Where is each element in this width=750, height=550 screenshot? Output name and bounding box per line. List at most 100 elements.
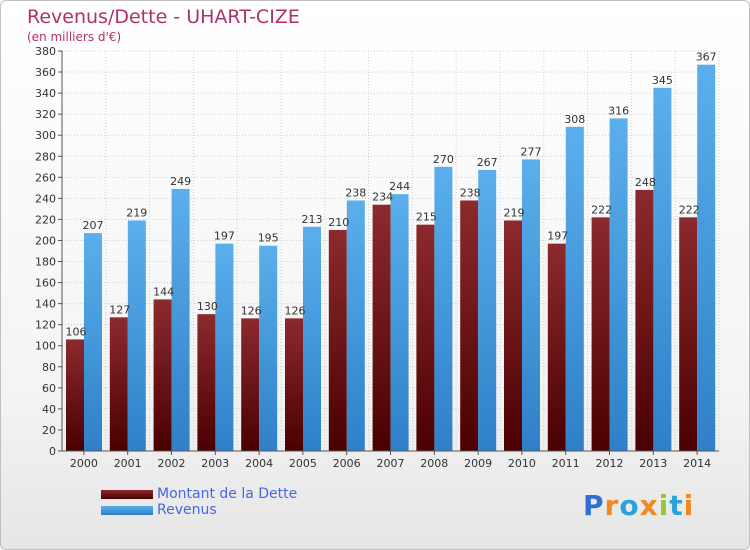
bar	[84, 233, 102, 451]
x-tick-label: 2006	[333, 457, 361, 470]
grid-lines	[61, 50, 720, 452]
y-tick-label: 20	[42, 424, 56, 437]
x-tick-label: 2008	[420, 457, 448, 470]
x-tick-label: 2003	[201, 457, 229, 470]
x-tick-label: 2009	[464, 457, 492, 470]
logo-letter: P	[583, 489, 605, 522]
data-label: 219	[126, 206, 147, 219]
y-tick-label: 80	[42, 361, 56, 374]
bar	[635, 189, 654, 451]
y-tick-label: 300	[35, 129, 56, 142]
y-tick-label: 240	[35, 192, 56, 205]
y-tick-label: 340	[35, 87, 56, 100]
x-tick-label: 2000	[70, 457, 98, 470]
logo-letter: i	[658, 489, 670, 522]
axes: 0 20 40 60 80 100 120 140 160 180 200 220 240 260 280 3…	[35, 45, 719, 470]
logo-letter: i	[683, 489, 695, 522]
data-label: 219	[504, 206, 525, 219]
data-labels: 106 207 127 219 144 249 130 197 126 195 126 213 210 2…	[66, 51, 717, 339]
data-label: 244	[389, 180, 410, 193]
data-label: 126	[285, 304, 306, 317]
y-tick-label: 140	[35, 298, 56, 311]
data-label: 267	[477, 156, 498, 169]
y-tick-label: 180	[35, 256, 56, 269]
bar	[609, 118, 628, 452]
x-tick-label: 2013	[639, 457, 667, 470]
data-label: 238	[345, 186, 366, 199]
x-tick-label: 2004	[245, 457, 273, 470]
data-label: 213	[302, 213, 323, 226]
bar	[565, 126, 584, 451]
data-label: 270	[433, 153, 454, 166]
bar	[504, 220, 522, 451]
data-label: 222	[591, 203, 612, 216]
logo-letter: t	[669, 489, 684, 522]
data-label: 106	[66, 325, 87, 338]
bar	[259, 245, 278, 451]
x-tick-label: 2011	[552, 457, 580, 470]
chart-subtitle: (en milliers d'€)	[27, 30, 122, 44]
data-label: 215	[416, 211, 437, 224]
y-tick-label: 380	[35, 45, 56, 58]
y-tick-label: 200	[35, 234, 56, 247]
data-label: 144	[153, 285, 174, 298]
bar	[372, 204, 391, 451]
data-label: 195	[258, 232, 279, 245]
bar	[697, 64, 716, 452]
bar	[591, 217, 610, 451]
bar	[303, 226, 321, 451]
bar	[460, 200, 479, 451]
data-label: 248	[635, 176, 656, 189]
data-label: 210	[328, 216, 349, 229]
bar	[197, 314, 216, 451]
data-label: 130	[197, 300, 218, 313]
x-tick-label: 2014	[683, 457, 711, 470]
y-tick-label: 360	[35, 66, 56, 79]
data-label: 126	[241, 304, 262, 317]
x-tick-label: 2010	[508, 457, 536, 470]
data-label: 234	[372, 191, 393, 204]
legend-swatch-dette	[101, 490, 153, 499]
legend-swatch-revenus	[101, 506, 153, 515]
bar	[547, 243, 566, 451]
y-tick-label: 260	[35, 171, 56, 184]
y-tick-label: 0	[49, 445, 56, 458]
x-tick-label: 2007	[377, 457, 405, 470]
bar-chart: 0 20 40 60 80 100 120 140 160 180 200 220 240 260 280 3…	[35, 45, 720, 470]
bar	[171, 188, 190, 452]
logo-letter: o	[619, 489, 640, 522]
bar	[109, 317, 128, 451]
bar	[66, 339, 84, 451]
bars	[66, 64, 716, 452]
data-label: 308	[564, 113, 585, 126]
data-label: 207	[83, 219, 104, 232]
bar	[153, 299, 172, 451]
legend-label-revenus: Revenus	[157, 502, 217, 518]
y-tick-label: 320	[35, 108, 56, 121]
data-label: 367	[696, 51, 717, 64]
x-tick-label: 2012	[596, 457, 624, 470]
bar	[285, 318, 303, 451]
y-tick-label: 40	[42, 403, 56, 416]
logo-letter: r	[604, 489, 620, 522]
data-label: 277	[521, 145, 542, 158]
data-label: 345	[652, 74, 673, 87]
bar	[127, 220, 146, 451]
logo-letter: x	[639, 489, 659, 522]
data-label: 238	[460, 186, 481, 199]
data-label: 197	[214, 230, 235, 243]
bar	[390, 194, 409, 451]
chart-title: Revenus/Dette - UHART-CIZE	[27, 6, 300, 28]
bar	[215, 243, 234, 451]
y-tick-label: 220	[35, 213, 56, 226]
bar	[241, 318, 260, 451]
bar	[416, 224, 435, 451]
x-tick-label: 2001	[114, 457, 142, 470]
y-tick-label: 160	[35, 277, 56, 290]
bar	[679, 217, 698, 451]
bar	[522, 159, 540, 451]
bar	[328, 229, 347, 451]
x-tick-label: 2005	[289, 457, 317, 470]
data-label: 249	[170, 175, 191, 188]
